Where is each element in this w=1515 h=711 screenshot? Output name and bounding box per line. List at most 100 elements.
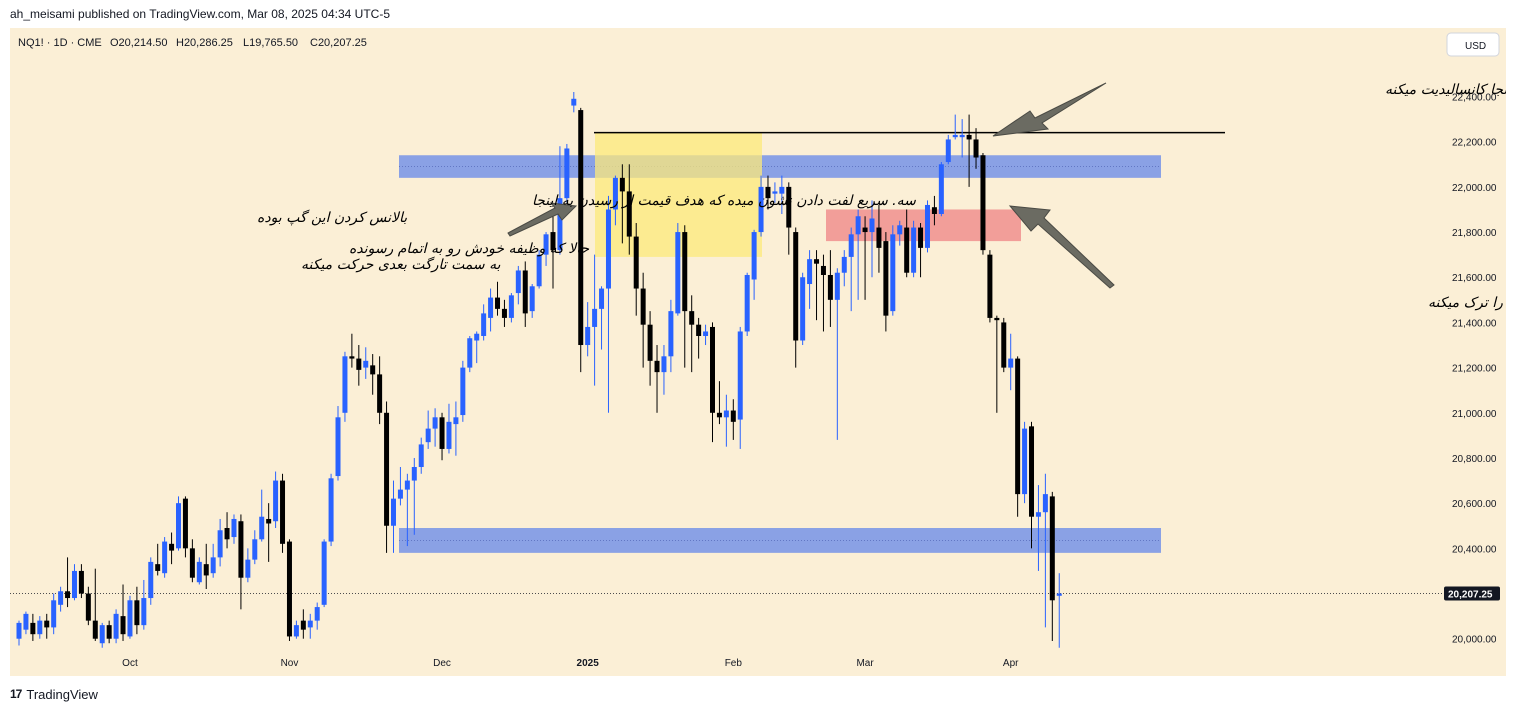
candle [266,503,272,562]
price-tick-label: 22,400.00 [1452,93,1497,104]
open-value: O20,214.50 [110,37,168,49]
candle-body [966,134,972,140]
price-chart[interactable]: 22,400.00 22,200.00 22,000.00 21,800.00 21,6… [10,28,1506,676]
candle [134,586,140,635]
candle-body [1029,426,1035,517]
candle-body [280,480,286,544]
candle [772,182,778,203]
candle-body [890,234,896,312]
candle [224,512,230,549]
candle-body [390,498,396,526]
candle [300,609,306,639]
candle [259,489,265,542]
candle-body [169,543,175,551]
candle-body [751,232,757,280]
chart-panel[interactable]: 22,400.00 22,200.00 22,000.00 21,800.00 21,6… [10,28,1506,676]
candle-body [85,593,91,621]
price-tick-label: 21,000.00 [1452,409,1497,420]
candle [924,200,930,253]
candle [682,225,688,368]
candle-body [1056,593,1062,596]
candle [85,586,91,626]
candle [113,609,119,644]
candle [529,284,535,318]
candle-body [647,324,653,361]
tradingview-logo-icon: 17 [10,687,22,701]
candle-body [16,622,22,639]
tradingview-brand[interactable]: TradingView [26,686,98,702]
candle-body [612,177,618,210]
candle-body [321,541,327,605]
candle-body [703,331,709,336]
candle [661,345,667,395]
candle [155,543,161,576]
note-two: دو. ولی یکدفعه و با سرعت این ناحیه را تر… [1428,295,1506,311]
candle [557,146,563,255]
candle-body [453,417,459,425]
candle [841,250,847,287]
candle [647,311,653,386]
candle-body [959,134,965,138]
time-tick-label: Feb [725,658,743,669]
candle-body [155,564,161,571]
candle [252,530,258,565]
candle-body [800,277,806,341]
candle [467,335,473,373]
candle-body [848,234,854,257]
candle-body [113,613,119,639]
candle [800,272,806,346]
candle-body [99,625,105,644]
candle [370,354,376,395]
candle-body [730,410,736,422]
candle-body [793,232,799,341]
candle [633,223,639,316]
price-axis-background[interactable] [1446,28,1506,676]
candle [973,128,979,169]
candle-body [432,417,438,429]
candle [58,586,64,612]
price-tick-label: 21,200.00 [1452,364,1497,375]
candle [51,593,57,635]
candle-body [363,360,369,368]
high-value: H20,286.25 [176,37,233,49]
candle [876,204,882,273]
chart-background [10,28,1506,676]
candle-body [515,270,521,294]
candle-body [640,288,646,325]
candle-body [349,356,355,359]
candle-body [994,317,1000,321]
candle-body [633,236,639,289]
candle-body [918,227,924,248]
time-axis[interactable]: Oct Nov Dec 2025 Feb Mar Apr [122,658,1019,669]
candle [716,381,722,425]
price-tick-label: 22,000.00 [1452,183,1497,194]
time-tick-label: Nov [281,658,299,669]
candle [911,220,917,278]
candle [217,518,223,567]
price-tick-label: 22,200.00 [1452,138,1497,149]
candle-body [266,518,272,524]
candle-body [51,600,57,628]
candle-body [411,467,417,481]
candle-body [592,308,598,327]
candle [987,250,993,323]
currency-button[interactable]: USD [1446,32,1500,57]
candle [751,229,757,300]
candle [432,408,438,447]
candle [508,293,514,323]
price-axis[interactable]: 22,400.00 22,200.00 22,000.00 21,800.00 21,6… [1452,93,1497,646]
candle [92,568,98,641]
candle-body [973,139,979,158]
candle [446,403,452,454]
price-tick-label: 20,400.00 [1452,544,1497,555]
candle-body [314,607,320,621]
candle [78,564,84,599]
note-four-line2: به سمت تارگت بعدی حرکت میکنه [301,256,501,273]
candle-body [203,564,209,576]
candle [342,351,348,422]
candle [945,134,951,165]
candle-body [342,356,348,413]
arrow-two-icon [1008,205,1115,289]
time-tick-label: Apr [1003,658,1019,669]
candle-body [231,518,237,538]
